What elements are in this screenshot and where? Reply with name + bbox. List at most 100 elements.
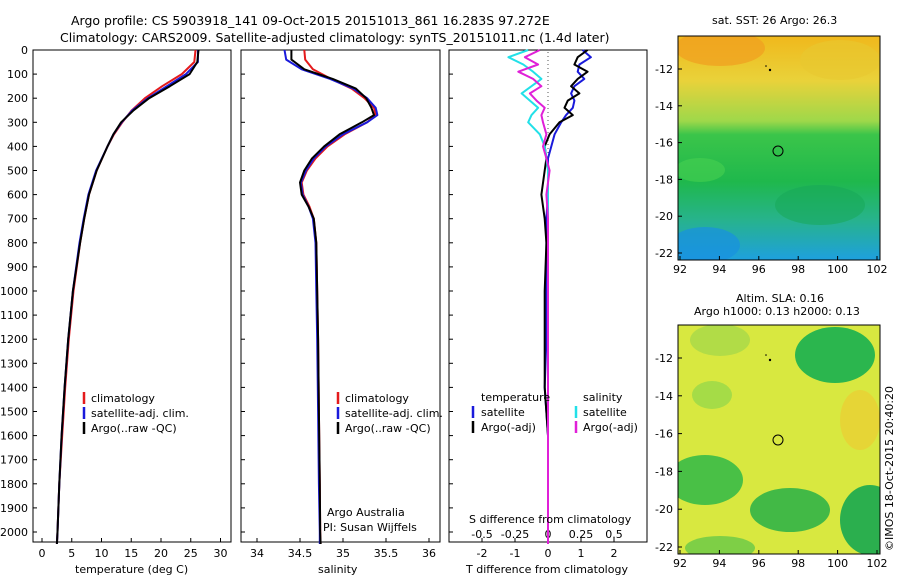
depth-tick-label: 1000 <box>0 285 28 298</box>
sla-lat-tick-label: -20 <box>655 503 673 516</box>
t-difference-tick-label: 2 <box>611 547 618 560</box>
salinity-tick-label: 35.5 <box>374 547 399 560</box>
depth-tick-label: 1400 <box>0 381 28 394</box>
sst-lon-tick-label: 102 <box>867 263 888 276</box>
t-difference-xlabel: T difference from climatology <box>465 563 628 576</box>
salinity-line-satellite-adj-clim <box>283 49 379 544</box>
sst-lat-tick-label: -12 <box>655 63 673 76</box>
legend-temp-argo: Argo(-adj) <box>481 421 536 434</box>
legend-temperature-title: temperature <box>481 391 550 404</box>
depth-axis: 0 100 200 300 400 500 600 700 800 900 1000 1100 1200… <box>0 44 453 539</box>
depth-tick-label: 1600 <box>0 430 28 443</box>
temperature-line-climatology <box>55 49 197 545</box>
depth-tick-label: 1300 <box>0 357 28 370</box>
s-difference-tick-label: 0.5 <box>605 528 623 541</box>
sst-lon-tick-label: 96 <box>752 263 766 276</box>
pi-credit: PI: Susan Wijffels <box>323 521 417 534</box>
sst-map-field <box>678 36 880 260</box>
salinity-series <box>283 49 379 545</box>
salinity-tick-label: 36 <box>422 547 436 560</box>
s-difference-tick-label: -0.25 <box>501 528 529 541</box>
figure-title-line1: Argo profile: CS 5903918_141 09-Oct-2015… <box>71 13 550 28</box>
figure-title-line2: Climatology: CARS2009. Satellite-adjuste… <box>60 30 610 45</box>
sst-lat-tick-label: -20 <box>655 210 673 223</box>
temperature-tick-label: 25 <box>184 547 198 560</box>
imos-credit: ©IMOS 18-Oct-2015 20:40:20 <box>883 386 896 551</box>
sst-lat-tick-label: -18 <box>655 173 673 186</box>
argo-credit: Argo Australia <box>327 506 405 519</box>
depth-tick-label: 100 <box>7 68 28 81</box>
depth-tick-label: 1900 <box>0 502 28 515</box>
depth-tick-label: 800 <box>7 237 28 250</box>
temperature-line-satellite-adj-clim <box>55 50 199 545</box>
salinity-legend: climatology satellite-adj. clim. Argo(..… <box>336 392 443 435</box>
t-difference-tick-label: 1 <box>578 547 585 560</box>
difference-line-salinity-satellite <box>507 49 549 544</box>
sla-lat-tick-label: -14 <box>655 390 673 403</box>
depth-tick-label: 1500 <box>0 406 28 419</box>
sla-lat-tick-label: -22 <box>655 541 673 554</box>
sla-lon-tick-label: 102 <box>867 557 888 570</box>
difference-line-salinity-argo-adj <box>517 49 551 544</box>
depth-tick-label: 1200 <box>0 333 28 346</box>
temperature-tick-label: 10 <box>95 547 109 560</box>
argo-location-marker <box>772 434 784 446</box>
t-difference-tick-label: -1 <box>510 547 521 560</box>
sst-lon-tick-label: 100 <box>827 263 848 276</box>
temperature-tick-label: 20 <box>154 547 168 560</box>
sst-lon-tick-label: 94 <box>712 263 726 276</box>
salinity-legend-argo: Argo(..raw -QC) <box>345 422 431 435</box>
sst-map-title: sat. SST: 26 Argo: 26.3 <box>712 14 837 27</box>
difference-series <box>507 49 592 544</box>
temperature-legend-satellite: satellite-adj. clim. <box>91 407 189 420</box>
depth-tick-label: 0 <box>21 44 28 57</box>
temperature-panel-frame <box>32 49 232 543</box>
depth-tick-label: 500 <box>7 165 28 178</box>
temperature-legend-climatology: climatology <box>91 392 155 405</box>
temperature-tick-label: 15 <box>124 547 138 560</box>
depth-tick-label: 600 <box>7 189 28 202</box>
argo-location-marker <box>772 145 784 157</box>
depth-tick-label: 1100 <box>0 309 28 322</box>
salinity-line-argo-raw-qc <box>290 50 375 545</box>
temperature-xlabel: temperature (deg C) <box>75 563 188 576</box>
legend-salinity-title: salinity <box>583 391 623 404</box>
t-difference-tick-label: -2 <box>477 547 488 560</box>
track-point <box>765 65 767 67</box>
depth-tick-label: 1800 <box>0 478 28 491</box>
temperature-x-axis: 0 5 10 15 20 25 30 <box>39 538 228 560</box>
difference-line-temperature-satellite <box>543 49 592 544</box>
depth-tick-label: 1700 <box>0 454 28 467</box>
temperature-line-argo-raw-qc <box>55 49 200 545</box>
sla-lat-tick-label: -16 <box>655 428 673 441</box>
salinity-panel-frame <box>240 49 441 543</box>
legend-sal-argo: Argo(-adj) <box>583 421 638 434</box>
sla-lon-tick-label: 100 <box>827 557 848 570</box>
s-difference-tick-label: -0.5 <box>471 528 492 541</box>
sla-lon-tick-label: 98 <box>791 557 805 570</box>
sla-lon-tick-label: 94 <box>712 557 726 570</box>
sst-lat-tick-label: -16 <box>655 137 673 150</box>
salinity-legend-climatology: climatology <box>345 392 409 405</box>
salinity-x-axis: 34 34.5 35 35.5 36 <box>250 538 436 560</box>
salinity-tick-label: 34 <box>250 547 264 560</box>
sst-lon-tick-label: 98 <box>791 263 805 276</box>
sla-map-title: Altim. SLA: 0.16 <box>736 292 824 305</box>
sst-lat-tick-label: -14 <box>655 100 673 113</box>
temperature-legend: climatology satellite-adj. clim. Argo(..… <box>82 392 189 435</box>
temperature-legend-argo: Argo(..raw -QC) <box>91 422 177 435</box>
sst-map-frame <box>677 35 881 261</box>
sla-map-frame <box>677 324 881 555</box>
legend-temp-satellite: satellite <box>481 406 525 419</box>
sla-lon-tick-label: 92 <box>673 557 687 570</box>
difference-legend: temperature satellite Argo(-adj) salinit… <box>471 391 638 434</box>
depth-tick-label: 900 <box>7 261 28 274</box>
s-difference-tick-label: 0.25 <box>569 528 594 541</box>
sla-map-field <box>678 325 880 554</box>
salinity-legend-satellite: satellite-adj. clim. <box>345 407 443 420</box>
depth-tick-label: 700 <box>7 213 28 226</box>
sla-map-subtitle: Argo h1000: 0.13 h2000: 0.13 <box>694 305 860 318</box>
salinity-tick-label: 35 <box>336 547 350 560</box>
